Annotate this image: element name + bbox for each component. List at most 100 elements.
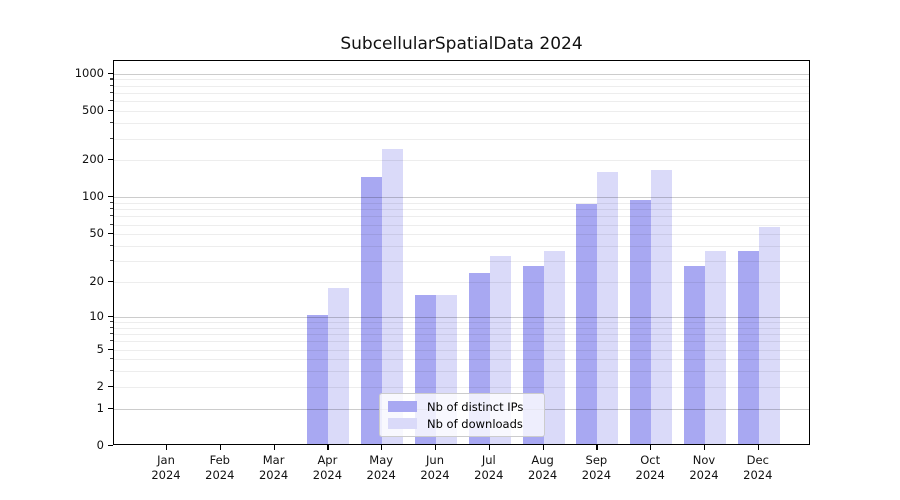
x-tick-mark-feb — [219, 445, 221, 450]
gridline-y-50 — [114, 234, 809, 236]
legend-swatch-distinct-ips — [388, 401, 417, 412]
y-tick-label-50: 50 — [89, 226, 104, 241]
bar-nb-of-distinct-ips-may-2024 — [361, 177, 383, 444]
gridline-y-500 — [114, 111, 809, 112]
x-tick-label-sep: Sep 2024 — [581, 453, 612, 482]
gridline-y-800 — [114, 85, 809, 87]
y-tick-label-500: 500 — [82, 103, 104, 117]
y-minor-tick-mark-50 — [110, 233, 113, 235]
gridline-y-100 — [114, 197, 809, 199]
gridline-y-1000 — [114, 73, 809, 75]
legend-swatch-downloads — [388, 418, 417, 429]
chart-title: SubcellularSpatialData 2024 — [340, 34, 583, 54]
y-tick-label-0: 0 — [96, 438, 104, 452]
y-minor-tick-mark-700 — [110, 91, 113, 94]
x-tick-label-aug: Aug 2024 — [527, 453, 558, 482]
y-minor-tick-mark-200 — [110, 159, 113, 161]
y-minor-tick-mark-60 — [110, 223, 113, 225]
y-tick-mark-10 — [108, 315, 113, 317]
x-tick-mark-oct — [650, 445, 652, 450]
x-tick-label-jun: Jun 2024 — [420, 453, 450, 482]
y-minor-tick-mark-3 — [110, 370, 113, 372]
x-tick-label-jul: Jul 2024 — [474, 453, 504, 482]
y-minor-tick-mark-70 — [110, 215, 113, 217]
gridline-y-60 — [114, 224, 809, 226]
x-tick-label-may: May 2024 — [366, 453, 396, 482]
x-tick-label-jan: Jan 2024 — [151, 453, 181, 482]
y-tick-label-20: 20 — [89, 274, 104, 288]
y-tick-label-2: 2 — [96, 378, 104, 393]
x-tick-label-feb: Feb 2024 — [205, 453, 235, 482]
legend-item-distinct-ips: Nb of distinct IPs — [388, 399, 536, 414]
y-tick-mark-1 — [108, 407, 113, 409]
y-minor-tick-mark-80 — [110, 208, 113, 210]
bar-nb-of-downloads-nov-2024 — [705, 250, 726, 444]
y-tick-label-10: 10 — [89, 308, 104, 323]
bar-nb-of-distinct-ips-apr-2024 — [307, 314, 329, 444]
y-minor-tick-mark-9 — [110, 320, 113, 323]
y-minor-tick-mark-7 — [110, 333, 113, 335]
legend-label-distinct-ips: Nb of distinct IPs — [427, 399, 524, 414]
bar-nb-of-downloads-sep-2024 — [597, 171, 619, 444]
y-minor-tick-mark-4 — [110, 358, 113, 360]
y-tick-label-1: 1 — [96, 400, 104, 415]
bar-nb-of-distinct-ips-sep-2024 — [576, 204, 598, 444]
gridline-y-900 — [114, 79, 809, 81]
y-minor-tick-mark-8 — [110, 326, 113, 328]
bar-nb-of-distinct-ips-nov-2024 — [684, 266, 705, 444]
x-tick-label-nov: Nov 2024 — [689, 453, 719, 482]
y-minor-tick-mark-800 — [110, 84, 113, 86]
gridline-y-40 — [114, 245, 809, 247]
y-tick-mark-100 — [108, 196, 113, 198]
x-tick-mark-jun — [435, 445, 437, 450]
x-tick-mark-dec — [757, 445, 759, 450]
y-minor-tick-mark-500 — [110, 110, 113, 112]
bar-nb-of-downloads-oct-2024 — [651, 170, 673, 444]
y-tick-mark-0 — [108, 445, 113, 447]
gridline-y-700 — [114, 92, 809, 94]
x-tick-mark-jul — [488, 445, 490, 450]
gridline-y-80 — [114, 209, 809, 211]
bar-nb-of-downloads-dec-2024 — [758, 227, 780, 444]
plot-area — [113, 60, 810, 445]
bar-nb-of-downloads-may-2024 — [382, 148, 404, 444]
x-tick-mark-jan — [166, 445, 168, 450]
gridline-y-400 — [114, 123, 809, 124]
x-tick-mark-may — [381, 445, 383, 450]
gridline-y-300 — [114, 138, 809, 140]
legend: Nb of distinct IPs Nb of downloads — [379, 393, 545, 437]
y-minor-tick-mark-90 — [110, 201, 113, 204]
y-minor-tick-mark-30 — [110, 260, 113, 262]
y-minor-tick-mark-5 — [110, 348, 113, 350]
gridline-y-70 — [114, 216, 809, 218]
x-tick-mark-mar — [273, 445, 275, 450]
gridline-y-600 — [114, 101, 809, 103]
x-tick-label-apr: Apr 2024 — [312, 453, 343, 482]
y-minor-tick-mark-300 — [110, 137, 113, 139]
y-tick-mark-1000 — [108, 72, 113, 74]
x-tick-mark-apr — [327, 445, 329, 450]
x-tick-label-dec: Dec 2024 — [743, 453, 773, 482]
x-tick-label-oct: Oct 2024 — [635, 453, 665, 482]
y-minor-tick-mark-40 — [110, 244, 113, 247]
gridline-y-90 — [114, 202, 809, 204]
y-tick-label-5: 5 — [96, 341, 104, 356]
bar-nb-of-downloads-aug-2024 — [543, 250, 565, 444]
x-tick-mark-sep — [596, 445, 598, 450]
y-tick-label-200: 200 — [82, 152, 104, 167]
x-tick-mark-nov — [704, 445, 706, 450]
x-tick-mark-aug — [542, 445, 544, 450]
y-minor-tick-mark-900 — [110, 78, 113, 80]
y-minor-tick-mark-6 — [110, 340, 113, 342]
y-minor-tick-mark-20 — [110, 281, 113, 283]
y-minor-tick-mark-2 — [110, 385, 113, 387]
gridline-y-200 — [114, 160, 809, 162]
y-minor-tick-mark-400 — [110, 122, 113, 124]
y-tick-label-1000: 1000 — [74, 65, 104, 80]
legend-item-downloads: Nb of downloads — [388, 416, 536, 431]
bar-nb-of-distinct-ips-dec-2024 — [737, 250, 759, 444]
bar-nb-of-distinct-ips-oct-2024 — [630, 199, 652, 444]
y-tick-label-100: 100 — [82, 189, 104, 204]
bar-nb-of-downloads-apr-2024 — [328, 288, 350, 444]
